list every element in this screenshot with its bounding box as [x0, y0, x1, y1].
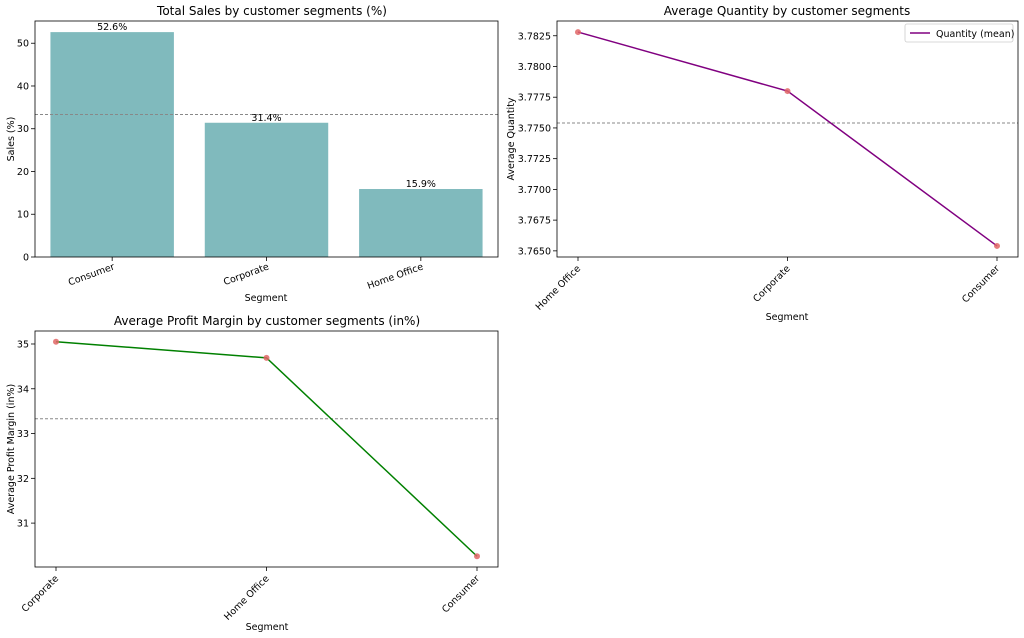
- point-corporate: [53, 338, 59, 345]
- c2-ytick-label: 3.7675: [518, 216, 551, 227]
- c2-ytick-label: 3.7700: [518, 185, 551, 196]
- chart2-axes-frame: [556, 20, 1019, 258]
- c3-xtick-label: Corporate: [20, 573, 61, 614]
- c2-ytick-label: 3.7750: [518, 123, 551, 134]
- quantity-line-chart: Average Quantity by customer segments 3.…: [506, 4, 1019, 323]
- legend-entry-quantity: Quantity (mean): [936, 29, 1014, 40]
- chart1-xtick-label: Consumer: [67, 261, 116, 288]
- c3-xtick-label: Consumer: [440, 573, 482, 615]
- chart3-ylabel: Average Profit Margin (in%): [6, 384, 17, 514]
- c3-ytick-label: 33: [17, 429, 29, 440]
- chart1-ytick-label: 50: [17, 39, 29, 50]
- bar-consumer: [50, 32, 174, 258]
- chart1-ytick-label: 30: [17, 124, 29, 135]
- chart1-ytick-label: 20: [17, 167, 29, 178]
- c3-ytick-label: 32: [17, 474, 29, 485]
- c2-ytick-label: 3.7825: [518, 31, 551, 42]
- c2-xtick-label: Home Office: [534, 263, 583, 312]
- chart1-xtick-label: Corporate: [222, 261, 271, 288]
- bar-data-label: 31.4%: [251, 113, 281, 124]
- sales-bar-chart: Total Sales by customer segments (%) 0 10…: [6, 4, 499, 304]
- profit-margin-line-chart: Average Profit Margin by customer segmen…: [6, 314, 499, 633]
- c3-ytick-label: 31: [17, 519, 29, 530]
- point-consumer: [994, 242, 1000, 249]
- legend-box: [904, 23, 1014, 43]
- c2-ytick-label: 3.7725: [518, 154, 551, 165]
- chart2-xlabel: Segment: [766, 312, 809, 323]
- chart2-ylabel: Average Quantity: [506, 97, 517, 180]
- c2-ytick-label: 3.7775: [518, 93, 551, 104]
- c2-ytick-label: 3.7800: [518, 62, 551, 73]
- point-corporate: [784, 88, 791, 95]
- chart1-xlabel: Segment: [245, 293, 288, 304]
- point-home-office: [575, 29, 581, 36]
- chart3-title: Average Profit Margin by customer segmen…: [114, 314, 420, 328]
- chart3-series-line: [55, 340, 478, 557]
- chart3-xlabel: Segment: [246, 622, 289, 633]
- point-home-office: [263, 354, 270, 361]
- c2-xtick-label: Consumer: [960, 263, 1002, 305]
- c2-ytick-label: 3.7650: [518, 246, 551, 257]
- point-consumer: [474, 553, 480, 560]
- c3-xtick-label: Home Office: [222, 573, 271, 622]
- chart1-ytick-label: 10: [17, 210, 29, 221]
- chart2-legend: Quantity (mean): [904, 23, 1014, 43]
- bar-corporate: [204, 122, 329, 257]
- bar-data-label: 15.9%: [406, 179, 436, 190]
- chart1-ylabel: Sales (%): [6, 117, 17, 162]
- chart2-series-line: [577, 31, 998, 247]
- chart1-ytick-label: 40: [17, 81, 29, 92]
- chart3-axes-frame: [34, 330, 499, 568]
- c2-xtick-label: Corporate: [751, 263, 792, 304]
- chart1-title: Total Sales by customer segments (%): [156, 4, 387, 18]
- chart2-title: Average Quantity by customer segments: [664, 4, 911, 18]
- bar-home-office: [359, 189, 483, 257]
- c3-ytick-label: 35: [17, 339, 29, 350]
- bar-data-label: 52.6%: [97, 22, 127, 33]
- chart1-xtick-label: Home Office: [366, 261, 425, 292]
- c3-ytick-label: 34: [17, 384, 29, 395]
- chart1-ytick-label: 0: [23, 253, 29, 264]
